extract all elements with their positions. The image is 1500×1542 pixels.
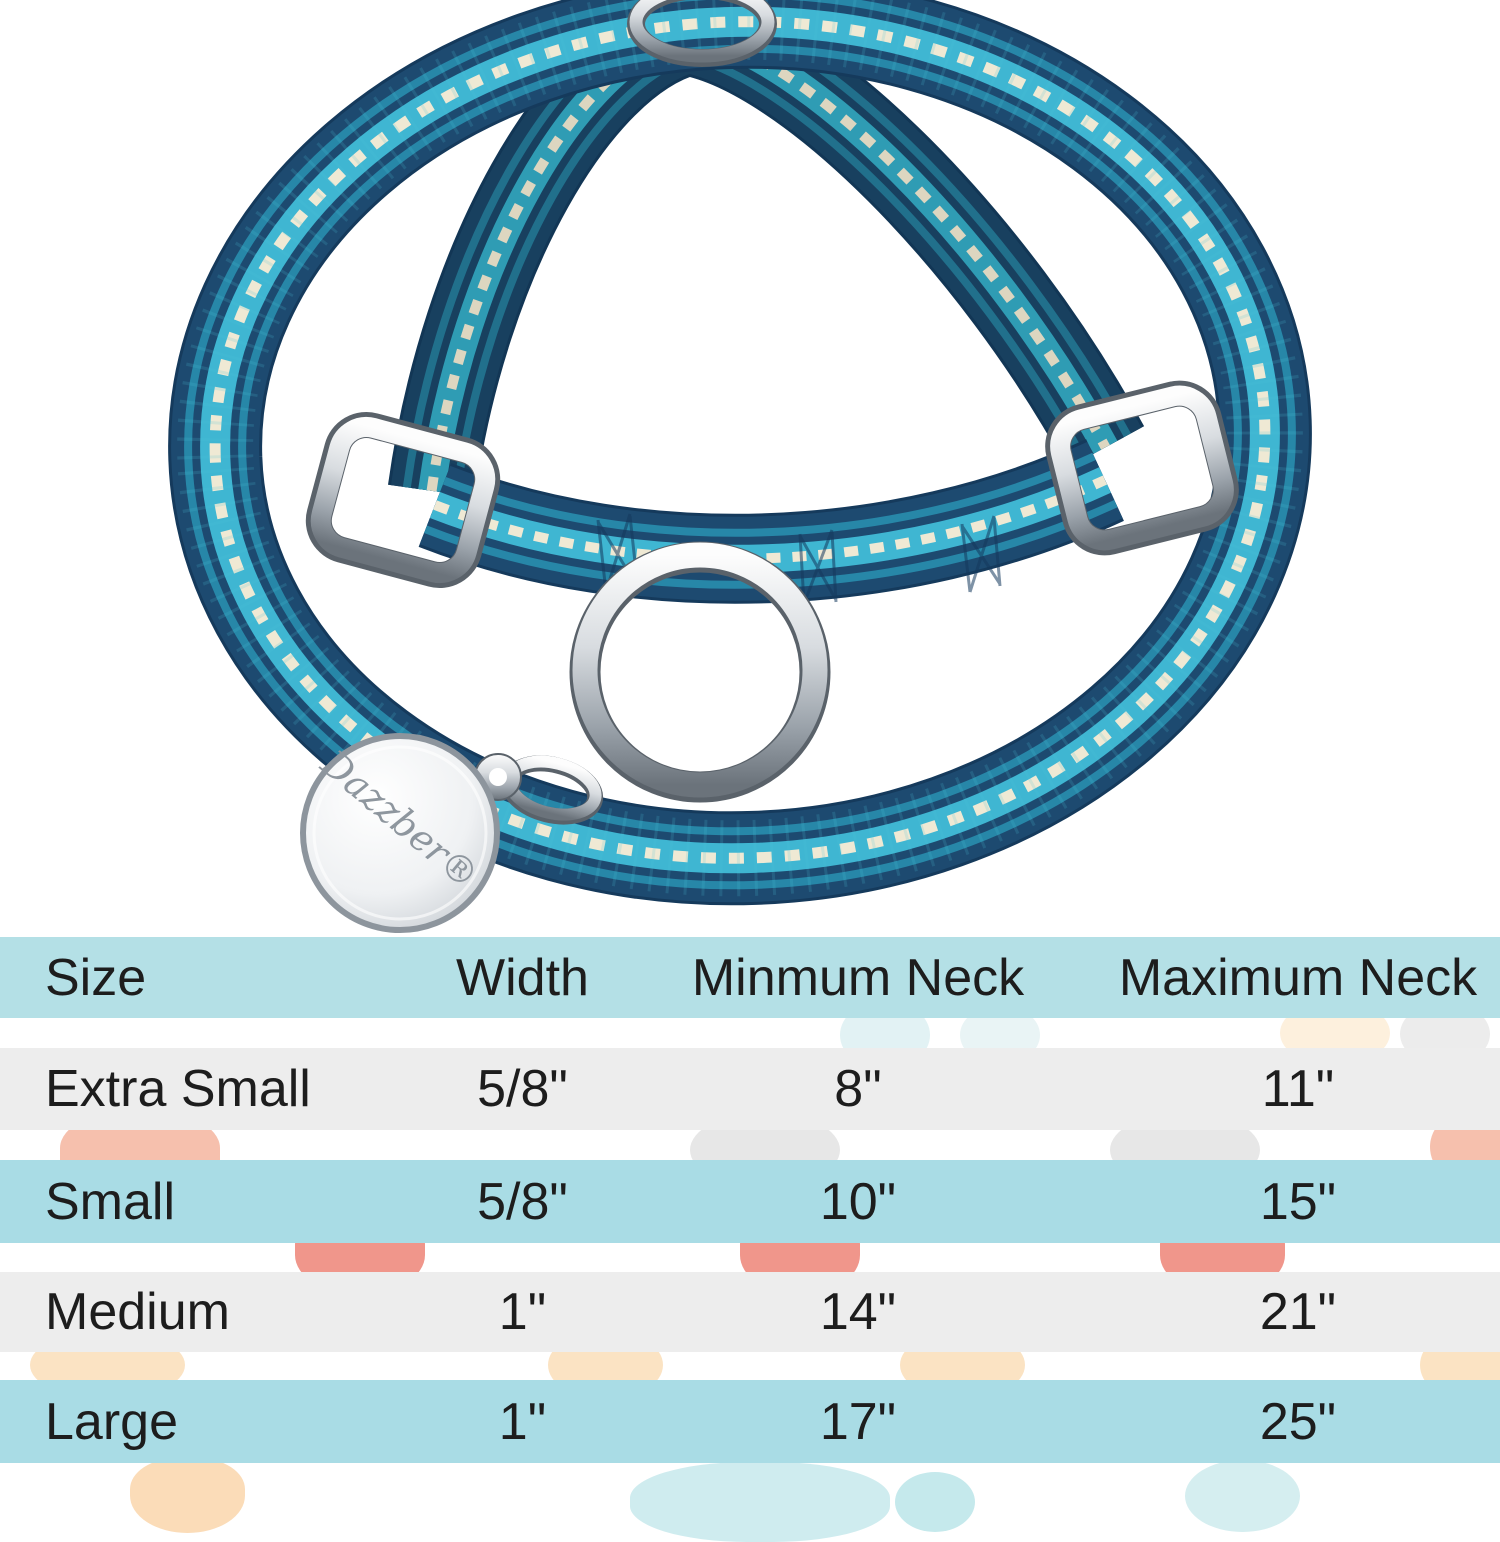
cell-min-neck: 10"	[819, 1172, 897, 1231]
left-slide-buckle	[305, 411, 501, 589]
watermark-blob	[1185, 1460, 1300, 1532]
cell-width: 5/8"	[477, 1060, 568, 1118]
product-photo: Dazzber®	[0, 0, 1500, 933]
cell-width: 1"	[498, 1283, 547, 1341]
top-keeper-ring	[627, 0, 777, 67]
cell-size: Small	[45, 1172, 176, 1231]
cell-size: Large	[45, 1392, 178, 1451]
d-ring	[569, 541, 831, 803]
column-header-min-neck: Minmum Neck	[691, 948, 1025, 1007]
collar-illustration: Dazzber®	[0, 0, 1500, 933]
right-slide-buckle	[1045, 380, 1239, 556]
cell-max-neck: 15"	[1259, 1172, 1337, 1231]
cell-max-neck: 25"	[1259, 1392, 1337, 1451]
cell-width: 5/8"	[477, 1172, 568, 1231]
column-header-width: Width	[456, 948, 589, 1007]
column-header-size: Size	[45, 948, 147, 1007]
table-row-large: Large 1" 17" 25"	[0, 1380, 1500, 1463]
watermark-blob	[895, 1472, 975, 1532]
cell-width: 1"	[498, 1392, 547, 1451]
column-header-max-neck: Maximum Neck	[1118, 948, 1478, 1007]
cell-size: Medium	[45, 1283, 230, 1341]
table-row-medium: Medium 1" 14" 21"	[0, 1272, 1500, 1352]
collar-martingale-band	[435, 480, 1105, 559]
watermark-blob	[130, 1458, 245, 1533]
table-row-extra-small: Extra Small 5/8" 8" 11"	[0, 1048, 1500, 1130]
cell-max-neck: 11"	[1261, 1060, 1335, 1118]
cell-max-neck: 21"	[1259, 1283, 1337, 1341]
watermark-blob	[630, 1462, 890, 1542]
cell-size: Extra Small	[45, 1060, 311, 1118]
cell-min-neck: 14"	[819, 1283, 897, 1341]
size-chart-header-row: Size Width Minmum Neck Maximum Neck	[0, 937, 1500, 1018]
brand-tag: Dazzber®	[300, 733, 500, 933]
cell-min-neck: 8"	[834, 1060, 882, 1118]
table-row-small: Small 5/8" 10" 15"	[0, 1160, 1500, 1243]
stitching	[596, 513, 1002, 605]
cell-min-neck: 17"	[819, 1392, 897, 1451]
